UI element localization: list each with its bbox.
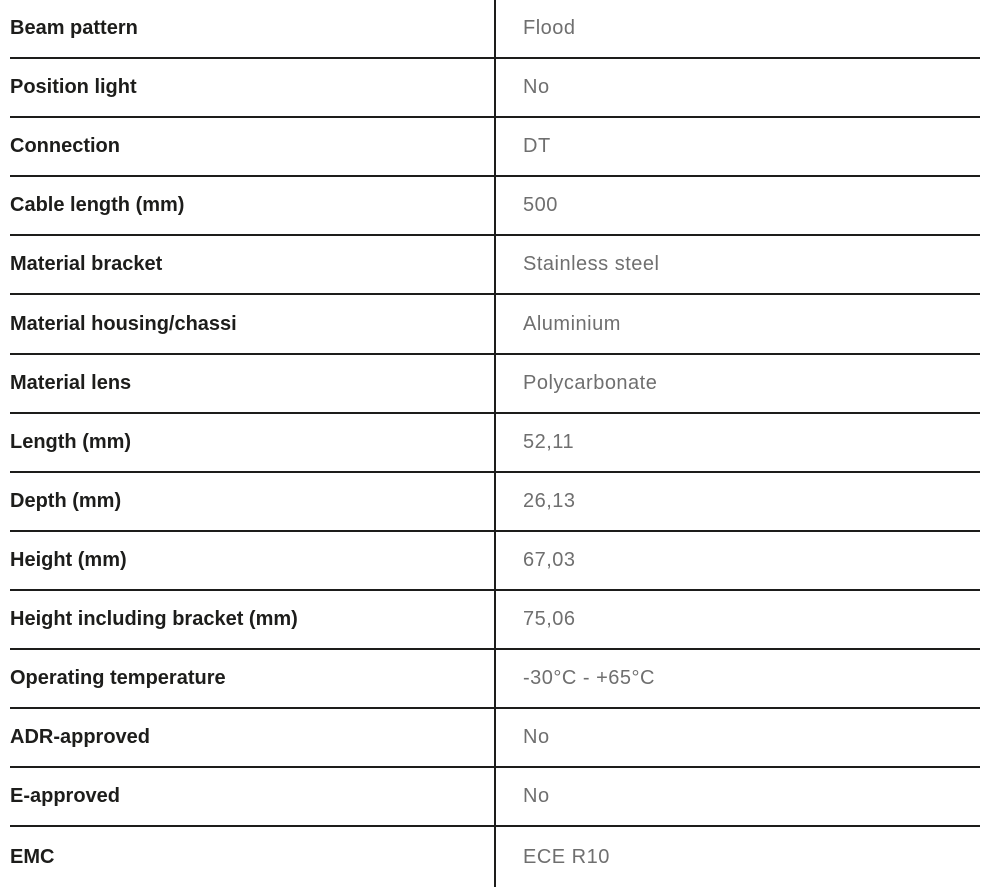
spec-label: Connection: [10, 135, 120, 158]
spec-value: 26,13: [523, 489, 576, 512]
spec-value: Stainless steel: [523, 253, 660, 276]
spec-label: E-approved: [10, 785, 121, 808]
spec-label: Material lens: [10, 371, 132, 394]
spec-label: Depth (mm): [10, 489, 122, 512]
spec-label: Material bracket: [10, 253, 163, 276]
spec-label: ADR-approved: [10, 726, 151, 749]
spec-label: EMC: [10, 845, 55, 868]
spec-value: 500: [523, 194, 558, 217]
spec-value: 75,06: [523, 607, 576, 630]
spec-value: No: [523, 726, 550, 749]
spec-value: No: [523, 785, 550, 808]
spec-value: Polycarbonate: [523, 371, 658, 394]
spec-label: Height (mm): [10, 548, 127, 571]
spec-label: Material housing/chassi: [10, 312, 237, 335]
spec-label: Height including bracket (mm): [10, 607, 298, 630]
spec-label: Position light: [10, 76, 137, 99]
spec-label: Beam pattern: [10, 17, 138, 40]
spec-value: Flood: [523, 17, 576, 40]
column-divider-line: [494, 0, 496, 887]
spec-value: -30°C - +65°C: [523, 667, 655, 690]
table-row: EMC ECE R10: [10, 827, 980, 887]
spec-value: No: [523, 76, 550, 99]
spec-label: Operating temperature: [10, 667, 226, 690]
spec-value: 52,11: [523, 430, 575, 453]
spec-value: Aluminium: [523, 312, 621, 335]
spec-label: Length (mm): [10, 430, 132, 453]
spec-label: Cable length (mm): [10, 194, 185, 217]
spec-value: DT: [523, 135, 551, 158]
spec-value: ECE R10: [523, 845, 610, 868]
table-row: Material lens Polycarbonate: [10, 355, 980, 414]
spec-value: 67,03: [523, 548, 576, 571]
